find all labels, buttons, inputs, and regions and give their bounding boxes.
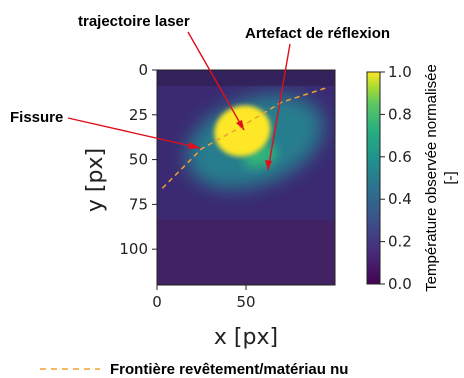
x-axis-label: x [px]: [214, 325, 278, 350]
x-tick-label-0: 0: [152, 293, 162, 311]
colorbar-gradient: [366, 71, 381, 285]
legend: Frontière revêtement/matériau nu: [40, 361, 348, 378]
y-tick-label-3: 75: [129, 195, 148, 213]
colorbar-tick-label-2: 0.4: [388, 190, 412, 208]
annotation-laser-trajectory: trajectoire laser: [78, 13, 190, 30]
annotation-reflection-arrowhead: [265, 160, 272, 170]
annotation-crack-arrowhead: [188, 142, 200, 149]
annotation-laser-arrowhead: [236, 120, 244, 130]
annotations: trajectoire laser Artefact de réflexion …: [10, 13, 390, 171]
colorbar-tick-label-4: 0.8: [388, 105, 412, 123]
x-axis-ticks: 0 50: [152, 285, 256, 311]
x-tick-label-1: 50: [236, 293, 255, 311]
heatmap-plot-area: [157, 70, 335, 285]
colorbar-tick-label-0: 0.0: [388, 275, 412, 293]
colorbar-tick-label-3: 0.6: [388, 148, 412, 166]
colorbar-unit: [-]: [442, 171, 459, 184]
y-tick-label-4: 100: [119, 240, 148, 258]
y-tick-label-0: 0: [138, 61, 148, 79]
annotation-reflection-artifact: Artefact de réflexion: [245, 25, 390, 42]
y-axis-ticks: 0 25 50 75 100: [119, 61, 157, 258]
boundary-line: [161, 87, 327, 189]
colorbar-ticks: 0.0 0.2 0.4 0.6 0.8 1.0: [380, 63, 412, 293]
colorbar: 0.0 0.2 0.4 0.6 0.8 1.0 Température observée …: [366, 63, 459, 293]
legend-boundary-label: Frontière revêtement/matériau nu: [110, 361, 348, 378]
annotation-laser-arrow: [187, 31, 245, 131]
y-tick-label-1: 25: [129, 106, 148, 124]
colorbar-tick-label-1: 0.2: [388, 233, 412, 251]
annotation-crack: Fissure: [10, 109, 63, 126]
annotation-reflection-arrow: [267, 43, 291, 171]
y-axis-label: y [px]: [83, 148, 108, 212]
annotation-crack-arrow: [67, 117, 201, 149]
y-tick-label-2: 50: [129, 151, 148, 169]
heatmap-lower-band: [157, 220, 335, 285]
heatmap-heat-layers: [186, 94, 324, 189]
colorbar-tick-label-5: 1.0: [388, 63, 412, 81]
heatmap-top-stripe: [157, 70, 335, 86]
colorbar-label: Température observée normalisée: [423, 64, 440, 292]
